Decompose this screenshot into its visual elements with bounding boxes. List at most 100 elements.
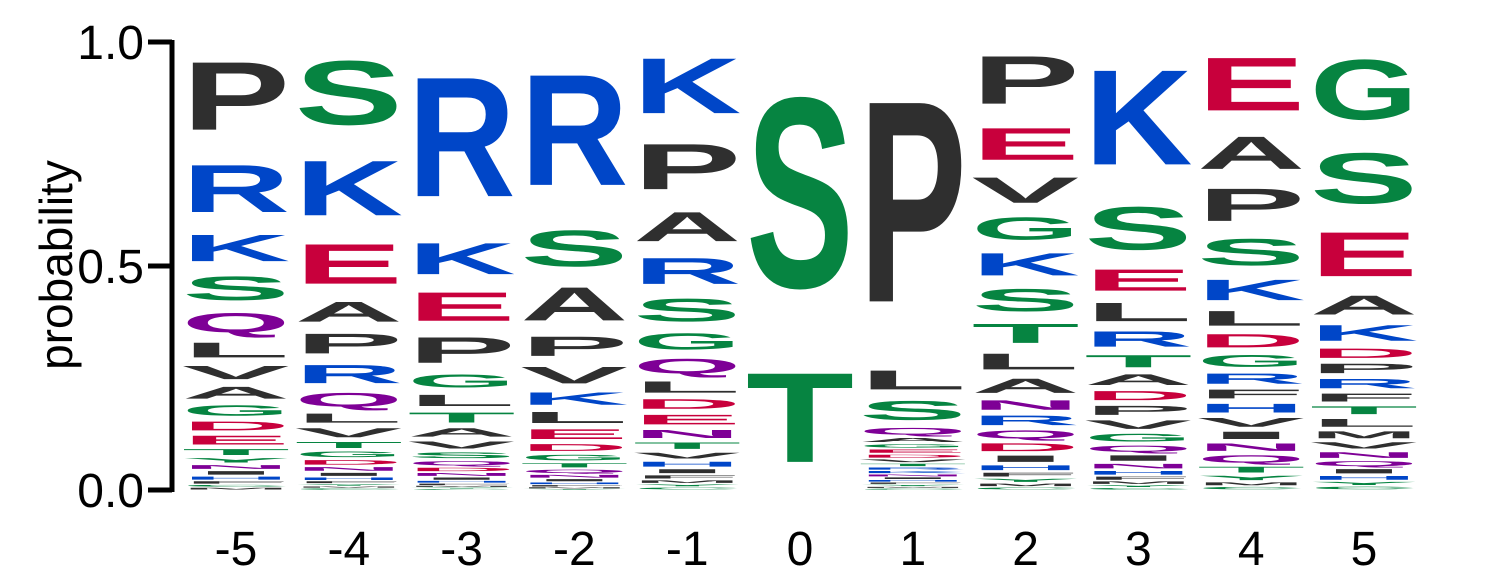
logo-letter-I: I (1310, 468, 1418, 475)
logo-letter-G: G (633, 329, 741, 355)
logo-letter-D: D (1197, 330, 1305, 351)
logo-letter-R: R (408, 42, 516, 234)
logo-letter-T: T (1310, 404, 1418, 417)
logo-letter-E: E (295, 232, 403, 296)
logo-letter-R: R (182, 151, 290, 227)
logo-letter-Q: Q (520, 469, 628, 474)
logo-letter-I: I (295, 472, 403, 477)
logo-letter-G: G (1310, 43, 1418, 138)
x-tick-label: -3 (440, 523, 483, 576)
logo-letter-M: M (520, 487, 628, 489)
x-tick-label: -4 (327, 523, 370, 576)
y-tick-label: 1.0 (77, 17, 144, 70)
logo-letter-D: D (182, 419, 290, 433)
logo-letter-R: R (1197, 370, 1305, 387)
logo-letter-S: S (972, 282, 1080, 318)
logo-letter-A: A (295, 296, 403, 328)
logo-letter-D: D (633, 396, 741, 412)
logo-letter-M: M (972, 483, 1080, 487)
logo-letter-E: E (633, 412, 741, 428)
logo-letter-G: G (182, 402, 290, 419)
logo-letter-K: K (1084, 43, 1192, 194)
logo-letter-C: C (408, 489, 516, 490)
logo-letter-D: D (295, 459, 403, 466)
logo-letter-M: M (182, 487, 290, 490)
x-tick-label: 5 (1351, 523, 1378, 576)
logo-letter-R: R (295, 359, 403, 388)
logo-letter-F: F (408, 483, 516, 485)
logo-letter-F: F (182, 481, 290, 485)
logo-letter-Q: Q (1310, 460, 1418, 468)
logo-letter-N: N (520, 474, 628, 478)
logo-letter-V: V (633, 451, 741, 460)
logo-letter-E: E (520, 426, 628, 441)
logo-letter-M: M (859, 487, 967, 489)
logo-letter-N: N (1197, 441, 1305, 453)
logo-letter-I: I (859, 477, 967, 480)
logo-letter-C: C (633, 487, 741, 490)
logo-letter-E: E (859, 449, 967, 454)
logo-letter-I: I (1197, 429, 1305, 441)
logo-letter-C: C (972, 487, 1080, 490)
logo-letter-N: N (633, 428, 741, 441)
logo-letter-V: V (859, 459, 967, 463)
logo-letter-Y: Y (1197, 474, 1305, 481)
logo-letter-C: C (1197, 486, 1305, 490)
logo-letter-N: N (972, 397, 1080, 412)
logo-letter-L: L (633, 378, 741, 396)
x-tick-label: 0 (787, 523, 814, 576)
logo-letter-K: K (859, 470, 967, 473)
logo-letter-Q: Q (1084, 444, 1192, 454)
logo-letter-C: C (295, 488, 403, 490)
logo-letter-A: A (972, 374, 1080, 397)
logo-letter-N: N (408, 472, 516, 477)
logo-letter-G: G (1197, 351, 1305, 370)
logo-letter-R: R (972, 413, 1080, 428)
logo-letter-P: P (1310, 361, 1418, 376)
logo-letter-A: A (408, 426, 516, 440)
logo-letter-R: R (1310, 376, 1418, 391)
logo-letter-Y: Y (408, 487, 516, 488)
logo-letter-M: M (408, 485, 516, 487)
x-tick-label: 3 (1125, 523, 1152, 576)
logo-letter-C: C (859, 488, 967, 490)
logo-letter-F: F (859, 482, 967, 484)
logo-letter-R: R (859, 467, 967, 470)
logo-letter-S: S (633, 292, 741, 329)
y-axis: 0.0 0.5 1.0 (77, 17, 175, 518)
logo-letter-Y: Y (295, 484, 403, 486)
logo-letter-K: K (1197, 273, 1305, 306)
logo-letter-M: M (1084, 481, 1192, 485)
logo-letter-T: T (295, 440, 403, 450)
x-tick-label: -5 (215, 523, 258, 576)
logo-letter-P: P (182, 42, 290, 151)
logo-column: ST (746, 41, 854, 489)
logo-letter-E: E (1084, 263, 1192, 297)
logo-letter-P: P (408, 330, 516, 371)
logo-letter-Q: Q (972, 428, 1080, 441)
logo-letter-K: K (633, 42, 741, 130)
logo-letter-T: T (633, 440, 741, 450)
logo-letter-V: V (182, 362, 290, 383)
logo-letter-Q: Q (182, 307, 290, 338)
logo-letter-L: L (859, 365, 967, 395)
logo-letter-L: L (295, 411, 403, 426)
logo-letter-M: M (1197, 482, 1305, 487)
logo-letter-C: C (1084, 488, 1192, 490)
logo-letter-I: I (520, 478, 628, 482)
logo-letter-F: F (1084, 476, 1192, 481)
x-tick-label: 2 (1012, 523, 1039, 576)
logo-letter-H: H (408, 480, 516, 483)
logo-letter-T: T (972, 318, 1080, 349)
logo-letter-S: S (182, 269, 290, 307)
logo-letter-H: H (1197, 401, 1305, 415)
logo-letter-Q: Q (1197, 453, 1305, 465)
x-tick-label: 4 (1238, 523, 1265, 576)
logo-letter-P: P (972, 42, 1080, 119)
logo-letter-L: L (1197, 307, 1305, 331)
logo-letter-N: N (859, 474, 967, 477)
logo-letter-I: I (1084, 454, 1192, 463)
